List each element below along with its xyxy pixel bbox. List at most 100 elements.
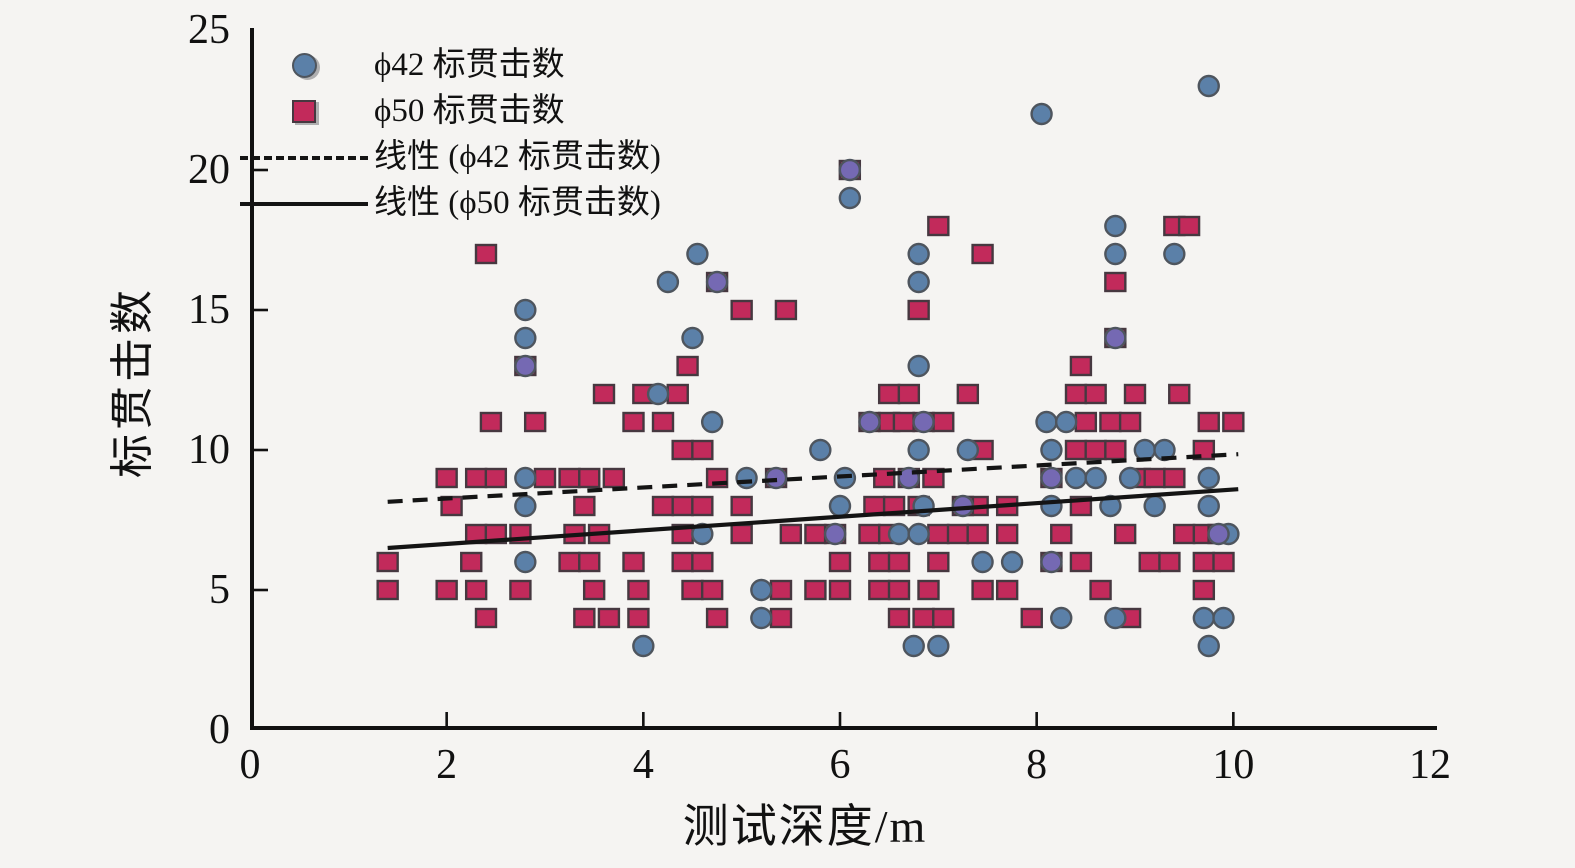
phi50-point — [464, 467, 488, 489]
legend-item-phi42: ϕ42 标贯击数 — [240, 46, 661, 85]
phi50-point — [691, 495, 714, 517]
phi42-point — [828, 494, 852, 518]
phi42-point — [907, 354, 930, 378]
phi50-point — [705, 607, 729, 629]
phi50-point — [1050, 523, 1073, 545]
phi42-point — [514, 550, 537, 574]
phi50-point — [769, 607, 793, 629]
phi50-point — [671, 551, 694, 573]
phi42-point — [971, 550, 994, 574]
phi50-point — [700, 579, 724, 601]
phi50-point — [622, 551, 645, 573]
phi50-point — [858, 523, 881, 545]
phi42-point — [681, 326, 704, 350]
phi50-point — [932, 411, 955, 433]
legend-label-phi50: ϕ50 标贯击数 — [374, 93, 565, 129]
phi50-point — [573, 495, 596, 517]
legend-label-phi42: ϕ42 标贯击数 — [374, 47, 565, 83]
phi50-point — [1020, 607, 1043, 629]
phi50-point — [1064, 439, 1088, 461]
phi42-point — [514, 494, 537, 518]
phi42-point — [927, 634, 950, 658]
phi42-point — [1212, 606, 1235, 630]
phi42-point — [838, 186, 862, 210]
phi42-point — [735, 466, 758, 490]
phi50-point — [464, 579, 488, 601]
overlap-point — [912, 410, 935, 434]
phi50-point — [956, 383, 980, 405]
phi42-point — [691, 522, 714, 546]
x-tick-label: 0 — [239, 742, 261, 788]
phi50-point — [1212, 551, 1235, 573]
x-tick-label: 6 — [829, 742, 851, 788]
phi50-point — [995, 579, 1019, 601]
phi50-point — [971, 579, 994, 601]
phi42-point — [632, 634, 655, 658]
phi50-point — [1104, 439, 1127, 461]
phi50-point — [1143, 467, 1166, 489]
phi50-point — [927, 551, 950, 573]
phi42-point — [656, 270, 680, 294]
phi50-point — [479, 411, 503, 433]
phi50-point — [730, 523, 753, 545]
overlap-point — [1040, 550, 1063, 574]
phi50-point — [1172, 523, 1196, 545]
phi42-point — [902, 634, 925, 658]
phi42-point — [1197, 494, 1220, 518]
phi50-point — [828, 551, 852, 573]
phi50-point — [774, 299, 798, 321]
phi50-point — [671, 439, 694, 461]
phi50-point — [376, 551, 399, 573]
phi50-point — [558, 467, 581, 489]
phi50-point — [922, 467, 945, 489]
overlap-point — [1104, 326, 1127, 350]
x-tick-label: 10 — [1212, 742, 1255, 788]
overlap-point — [514, 354, 537, 378]
phi50-point — [932, 607, 955, 629]
phi50-point — [907, 299, 930, 321]
phi50-point — [1104, 271, 1127, 293]
phi42-point — [646, 382, 670, 406]
phi50-point — [691, 439, 714, 461]
phi42-point — [1133, 438, 1157, 462]
phi42-point — [1192, 606, 1216, 630]
legend-item-linear-phi50: 线性 (ϕ50 标贯击数) — [240, 184, 661, 223]
square-marker-icon — [292, 100, 316, 123]
phi42-point — [809, 438, 832, 462]
trendline-phi42-dashed — [387, 452, 1239, 504]
phi42-point — [1104, 242, 1127, 266]
phi42-point — [1197, 466, 1220, 490]
phi50-point — [1084, 439, 1107, 461]
phi50-point — [1069, 551, 1093, 573]
trendline-phi50-solid — [387, 487, 1239, 551]
phi50-point — [912, 607, 935, 629]
phi50-point — [769, 579, 793, 601]
phi42-point — [514, 466, 537, 490]
phi50-point — [730, 299, 753, 321]
overlap-point — [1040, 466, 1063, 490]
phi50-point — [573, 607, 596, 629]
x-tick-label: 2 — [436, 742, 458, 788]
phi50-point — [868, 551, 891, 573]
phi42-point — [686, 242, 709, 266]
phi50-point — [602, 467, 626, 489]
phi50-point — [1197, 411, 1220, 433]
phi42-point — [1197, 74, 1220, 98]
solid-line-swatch — [240, 191, 368, 217]
phi50-marker-swatch — [240, 99, 368, 125]
phi50-point — [971, 243, 994, 265]
y-tick-label: 25 — [188, 7, 230, 53]
phi50-point — [1064, 383, 1088, 405]
phi50-point — [671, 495, 694, 517]
phi50-point — [627, 607, 650, 629]
legend-item-phi50: ϕ50 标贯击数 — [240, 92, 661, 131]
dashed-line-swatch — [240, 145, 368, 171]
phi50-point — [946, 523, 970, 545]
circle-marker-icon — [291, 53, 317, 78]
phi42-point — [1143, 494, 1166, 518]
phi50-point — [1222, 411, 1245, 433]
phi42-point — [750, 578, 773, 602]
phi50-point — [730, 495, 753, 517]
